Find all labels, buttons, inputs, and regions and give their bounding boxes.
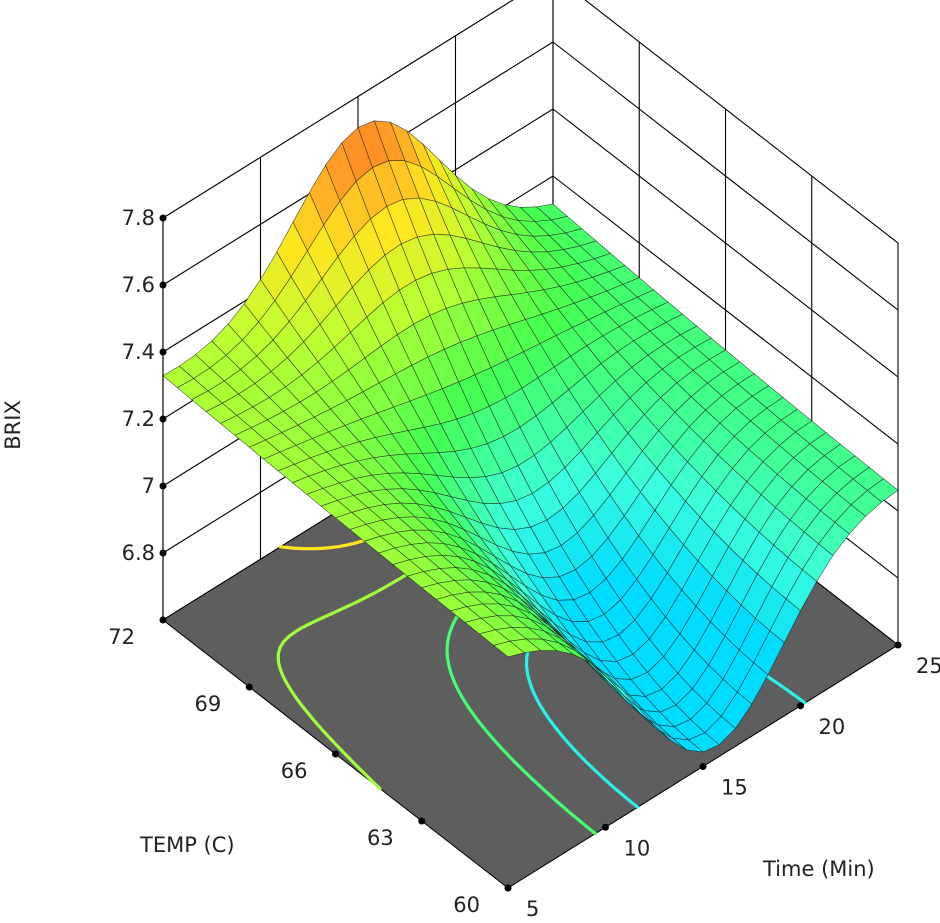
z-tick-label: 7.2 [122,407,155,431]
x-tick-label: 20 [819,715,846,739]
x-tick-label: 25 [916,654,940,678]
wall-gridline-z [162,0,899,244]
x-tick-mark [699,763,707,770]
axes-ticks: 6.8 7 7.2 7.4 7.6 7.8 60 63 66 69 72 5 10 15 20 25 [108,206,940,921]
y-tick-mark [159,616,167,624]
x-tick-mark [894,641,902,649]
x-tick-label: 5 [526,897,539,921]
x-tick-label: 10 [624,836,651,860]
y-tick-mark [245,683,253,691]
y-tick-label: 69 [195,692,222,716]
x-tick-label: 15 [721,776,748,800]
y-tick-label: 72 [108,625,135,649]
surface-patch [492,640,525,658]
z-tick-label: 7.8 [122,206,155,230]
y-tick-label: 63 [367,826,394,850]
x-tick-mark [797,702,804,710]
z-axis-label: BRIX [1,400,25,450]
z-tick-label: 7.4 [122,340,155,364]
z-tick-label: 7 [142,474,155,498]
y-tick-mark [418,817,426,825]
z-tick-label: 6.8 [122,541,155,565]
z-tick-label: 7.6 [122,273,155,297]
x-axis-label: Time (Min) [762,857,875,881]
y-axis-label: TEMP (C) [139,833,235,857]
response-surface [162,120,899,753]
y-tick-label: 60 [453,893,480,917]
y-tick-mark [332,750,339,758]
x-tick-mark [504,884,512,892]
x-tick-mark [602,823,609,831]
y-tick-label: 66 [281,759,308,783]
